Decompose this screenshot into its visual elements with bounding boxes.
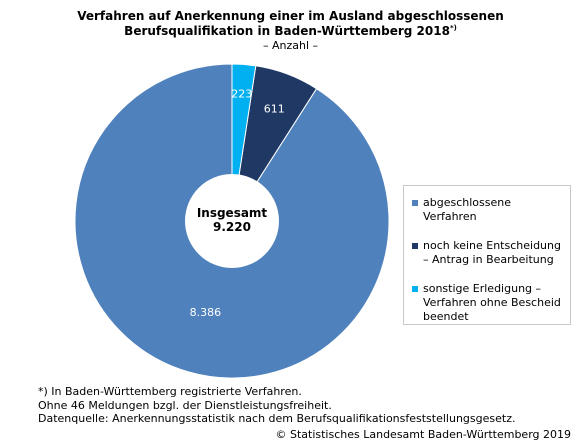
slice-value-labels: 8.386 611 223 — [190, 87, 285, 319]
chart-title-line-1: Verfahren auf Anerkennung einer im Ausla… — [77, 9, 504, 23]
chart-title: Verfahren auf Anerkennung einer im Ausla… — [0, 9, 581, 39]
copyright-notice: © Statistisches Landesamt Baden-Württemb… — [275, 428, 571, 441]
center-total-label: Insgesamt — [197, 206, 268, 220]
legend-label: noch keine Entscheidung – Antrag in Bear… — [423, 239, 561, 266]
legend-label: abgeschlossene Verfahren — [423, 196, 511, 223]
legend-swatch — [412, 286, 418, 292]
slice-value-label-0: 8.386 — [190, 306, 222, 319]
donut-hole — [185, 174, 279, 268]
footnote-line: Ohne 46 Meldungen bzgl. der Dienstleistu… — [38, 398, 332, 412]
legend-swatch — [412, 200, 418, 206]
chart-title-line-2: Berufsqualifikation in Baden-Württemberg… — [0, 24, 581, 39]
legend-item-in-bearbeitung: noch keine Entscheidung – Antrag in Bear… — [412, 239, 568, 267]
center-total-value: 9.220 — [213, 220, 251, 234]
chart-legend: abgeschlossene Verfahren noch keine Ents… — [403, 185, 571, 325]
slice-value-label-1: 611 — [264, 103, 285, 116]
legend-item-abgeschlossene: abgeschlossene Verfahren — [412, 196, 568, 224]
footnote-line: Datenquelle: Anerkennungsstatistik nach … — [38, 412, 516, 425]
legend-swatch — [412, 243, 418, 249]
footnotes: *) In Baden-Württemberg registrierte Ver… — [38, 385, 515, 426]
legend-item-sonstige: sonstige Erledigung – Verfahren ohne Bes… — [412, 282, 568, 324]
slice-value-label-2: 223 — [231, 87, 252, 100]
title-footnote-marker: *) — [449, 24, 457, 32]
legend-label: sonstige Erledigung – Verfahren ohne Bes… — [423, 282, 561, 323]
footnote-line: *) In Baden-Württemberg registrierte Ver… — [38, 385, 302, 398]
chart-title-line-2-text: Berufsqualifikation in Baden-Württemberg… — [124, 24, 450, 38]
chart-subtitle: – Anzahl – — [262, 39, 319, 52]
